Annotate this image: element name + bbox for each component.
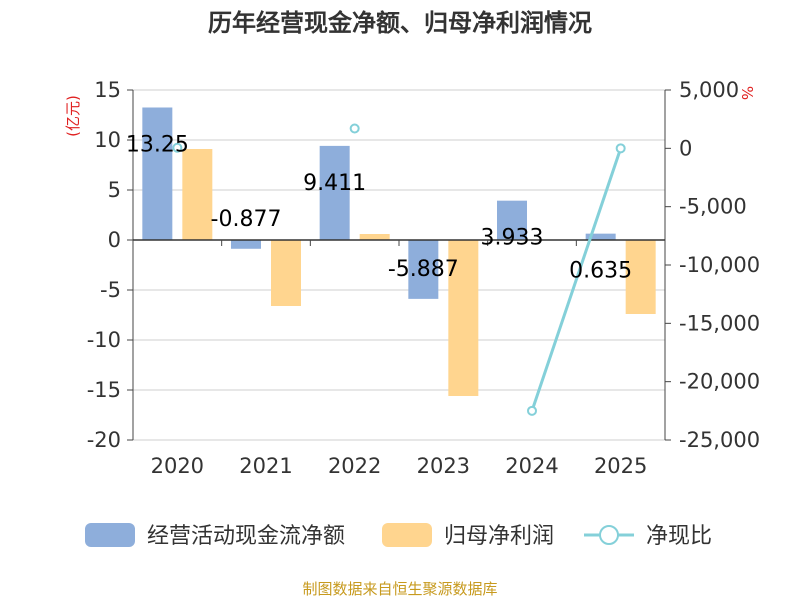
cashflow-data-label: -5.887 xyxy=(388,257,459,282)
left-tick-label: 10 xyxy=(94,128,121,152)
cashflow-data-label: 0.635 xyxy=(569,259,632,284)
ratio-line-segment xyxy=(530,147,623,412)
cashflow-bar xyxy=(231,240,261,249)
legend-swatch-marker xyxy=(599,525,619,545)
x-tick-label: 2022 xyxy=(328,454,381,478)
ratio-point xyxy=(172,142,183,153)
cashflow-bar xyxy=(497,200,527,240)
right-axis-unit: % xyxy=(738,86,756,100)
ratio-point xyxy=(349,123,360,134)
profit-bar xyxy=(448,240,479,396)
left-axis-unit: (亿元) xyxy=(64,95,82,137)
bars xyxy=(142,107,656,396)
right-tick-label: -10,000 xyxy=(679,253,760,277)
x-tick-label: 2025 xyxy=(594,454,647,478)
ratio-point xyxy=(527,405,537,416)
x-tick-label: 2021 xyxy=(239,454,292,478)
legend-swatch xyxy=(85,523,135,547)
left-tick-label: -5 xyxy=(100,278,121,302)
left-tick-label: -15 xyxy=(87,378,121,402)
right-tick-label: -20,000 xyxy=(679,370,760,394)
left-tick-label: 15 xyxy=(94,78,121,102)
ratio-line xyxy=(172,123,626,416)
cashflow-bar xyxy=(142,107,173,240)
cashflow-data-label: -0.877 xyxy=(211,207,282,232)
legend[interactable]: 经营活动现金流净额 归母净利润 净现比 xyxy=(85,523,712,549)
legend-label: 经营活动现金流净额 xyxy=(147,524,345,549)
profit-bar xyxy=(625,240,656,314)
cashflow-data-label: 9.411 xyxy=(303,171,366,196)
right-axis-ticks: 5,000 0 -5,000 -10,000 -15,000 -20,000 -25,000 xyxy=(665,78,760,452)
profit-bar xyxy=(182,149,213,240)
x-tick-label: 2020 xyxy=(151,454,204,478)
right-tick-label: 0 xyxy=(679,136,692,160)
cashflow-bar xyxy=(585,233,616,240)
left-tick-label: 0 xyxy=(108,228,121,252)
x-axis-ticks: 2020 2021 2022 2023 2024 2025 xyxy=(132,240,666,478)
legend-item[interactable]: 归母净利润 xyxy=(382,523,554,549)
data-labels: 13.25 -0.877 9.411 -5.887 3.933 0.635 xyxy=(126,133,632,284)
left-axis-ticks: 15 10 5 0 -5 -10 -15 -20 xyxy=(87,78,133,452)
chart-title: 历年经营现金净额、归母净利润情况 xyxy=(208,9,592,37)
legend-label: 归母净利润 xyxy=(444,524,554,549)
cashflow-bar xyxy=(319,145,350,240)
legend-item[interactable]: 经营活动现金流净额 xyxy=(85,523,345,549)
left-tick-label: -10 xyxy=(87,328,121,352)
legend-swatch xyxy=(382,523,432,547)
right-tick-label: -15,000 xyxy=(679,311,760,335)
legend-item[interactable]: 净现比 xyxy=(584,524,712,549)
profit-bar xyxy=(271,240,301,306)
ratio-point xyxy=(615,143,626,154)
left-tick-label: -20 xyxy=(87,428,121,452)
cashflow-data-label: 13.25 xyxy=(126,133,189,158)
cashflow-bar xyxy=(408,240,439,299)
cashflow-data-label: 3.933 xyxy=(481,226,544,251)
legend-label: 净现比 xyxy=(646,524,712,549)
source-note: 制图数据来自恒生聚源数据库 xyxy=(302,580,497,598)
right-tick-label: -5,000 xyxy=(679,195,747,219)
left-tick-label: 5 xyxy=(108,178,121,202)
x-tick-label: 2023 xyxy=(417,454,470,478)
profit-bar xyxy=(359,234,390,240)
right-tick-label: -25,000 xyxy=(679,428,760,452)
right-tick-label: 5,000 xyxy=(679,78,739,102)
x-tick-label: 2024 xyxy=(505,454,558,478)
